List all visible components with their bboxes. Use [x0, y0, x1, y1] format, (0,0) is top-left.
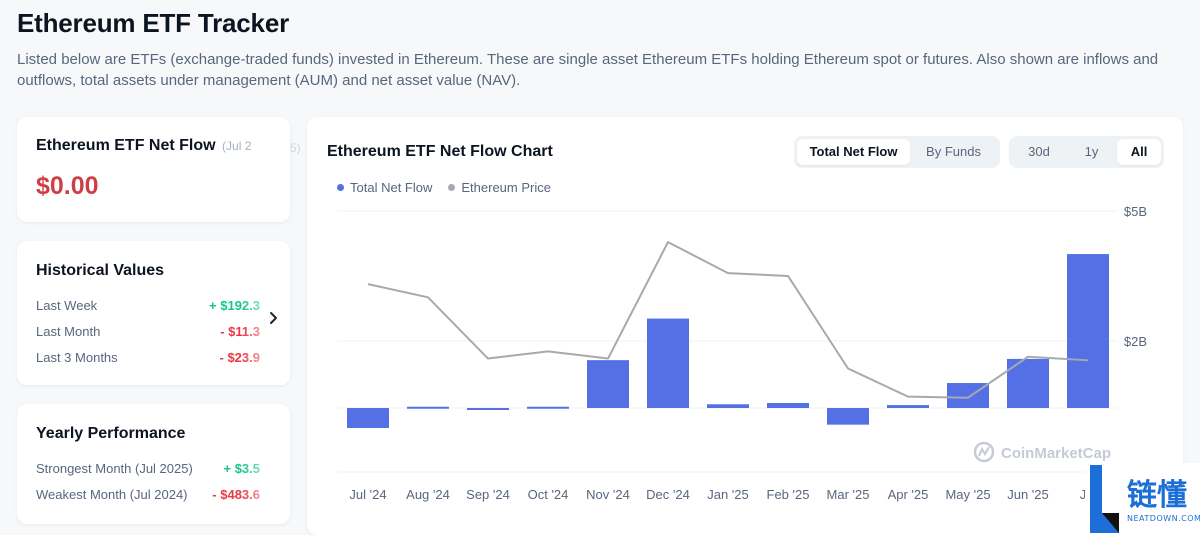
x-tick-label: Sep '24	[466, 487, 510, 502]
x-tick-label: May '25	[945, 487, 990, 502]
x-tick-label: Aug '24	[406, 487, 450, 502]
legend-dot-icon	[448, 184, 456, 191]
legend-label: Total Net Flow	[350, 180, 433, 195]
net-flow-title: Ethereum ETF Net Flow (Jul 2	[36, 137, 251, 155]
net-flow-value: $0.00	[36, 172, 99, 200]
bar-7	[767, 403, 809, 408]
page-description: Listed below are ETFs (exchange-traded f…	[17, 51, 1159, 89]
historical-values-card[interactable]: Historical Values Last Week + $192.3 Las…	[17, 241, 290, 385]
yearly-label: Weakest Month (Jul 2024)	[36, 487, 188, 502]
bar-4	[587, 360, 629, 408]
net-flow-chart: $5B $2B Jul '24 Aug '24 Sep '24 Oct '24 Nov '2…	[337, 204, 1147, 502]
bar-1	[407, 406, 449, 409]
yearly-performance-title: Yearly Performance	[36, 425, 186, 442]
net-flow-chart-card: Ethereum ETF Net Flow Chart Total Net Fl…	[307, 117, 1183, 535]
chart-legend: Total Net Flow Ethereum Price	[337, 180, 551, 195]
x-tick-label: Dec '24	[646, 487, 690, 502]
page-title: Ethereum ETF Tracker	[17, 8, 289, 38]
legend-label: Ethereum Price	[461, 180, 551, 195]
net-flow-card: Ethereum ETF Net Flow (Jul 2 $0.00	[17, 117, 290, 222]
fade-overlay	[242, 404, 290, 524]
legend-dot-icon	[337, 184, 344, 191]
x-tick-label: Mar '25	[827, 487, 870, 502]
x-tick-label: Jun '25	[1007, 487, 1049, 502]
range-30d[interactable]: 30d	[1028, 144, 1050, 159]
bar-12	[1067, 254, 1109, 408]
historical-values-title: Historical Values	[36, 262, 165, 279]
history-label: Last Month	[36, 324, 101, 339]
history-row-last-month: Last Month - $11.3	[36, 324, 260, 339]
tab-total-net-flow[interactable]: Total Net Flow	[797, 139, 910, 165]
range-1y[interactable]: 1y	[1084, 144, 1099, 159]
range-all[interactable]: All	[1117, 139, 1161, 165]
price-line	[367, 241, 1089, 399]
x-tick-label: Jan '25	[707, 487, 749, 502]
bar-9	[887, 405, 929, 408]
yearly-performance-card: Yearly Performance Strongest Month (Jul …	[17, 404, 290, 524]
y-tick-label: $2B	[1124, 334, 1147, 349]
x-tick-label: Feb '25	[767, 487, 810, 502]
tab-by-funds[interactable]: By Funds	[926, 144, 981, 159]
bar-0	[347, 408, 389, 428]
legend-total-net-flow[interactable]: Total Net Flow	[337, 180, 432, 195]
y-tick-label: $5B	[1124, 204, 1147, 219]
chevron-right-icon[interactable]	[268, 311, 278, 328]
x-tick-label: Jul '24	[349, 487, 386, 502]
bar-8	[827, 408, 869, 425]
legend-ethereum-price[interactable]: Ethereum Price	[448, 180, 551, 195]
yearly-row-strongest: Strongest Month (Jul 2025) + $3.5	[36, 461, 260, 476]
x-tick-label: Nov '24	[586, 487, 630, 502]
svg-text:链懂: 链懂	[1127, 478, 1187, 513]
x-tick-label: Oct '24	[528, 487, 569, 502]
svg-text:NEATDOWN.COM: NEATDOWN.COM	[1127, 514, 1200, 523]
range-toggle: 30d 1y All	[1009, 136, 1164, 168]
bar-3	[527, 406, 569, 409]
coinmarketcap-watermark: CoinMarketCap	[1001, 445, 1111, 462]
history-label: Last 3 Months	[36, 350, 118, 365]
history-row-last-week: Last Week + $192.3	[36, 298, 260, 313]
yearly-row-weakest: Weakest Month (Jul 2024) - $483.6	[36, 487, 260, 502]
history-row-last-3-months: Last 3 Months - $23.9	[36, 350, 260, 365]
history-label: Last Week	[36, 298, 98, 313]
chart-title: Ethereum ETF Net Flow Chart	[327, 143, 553, 160]
net-flow-date: (Jul 2	[222, 139, 252, 153]
net-flow-date-overflow: 5)	[290, 141, 301, 155]
net-flow-title-text: Ethereum ETF Net Flow	[36, 137, 216, 154]
bar-5	[647, 318, 689, 408]
yearly-label: Strongest Month (Jul 2025)	[36, 461, 193, 476]
neatdown-watermark: 链懂 NEATDOWN.COM	[1085, 463, 1200, 535]
bar-6	[707, 404, 749, 408]
fade-overlay	[242, 241, 290, 385]
coinmarketcap-logo-icon	[973, 441, 995, 463]
chart-type-toggle: Total Net Flow By Funds	[794, 136, 1000, 168]
x-tick-label: Apr '25	[888, 487, 929, 502]
bar-2	[467, 408, 509, 410]
